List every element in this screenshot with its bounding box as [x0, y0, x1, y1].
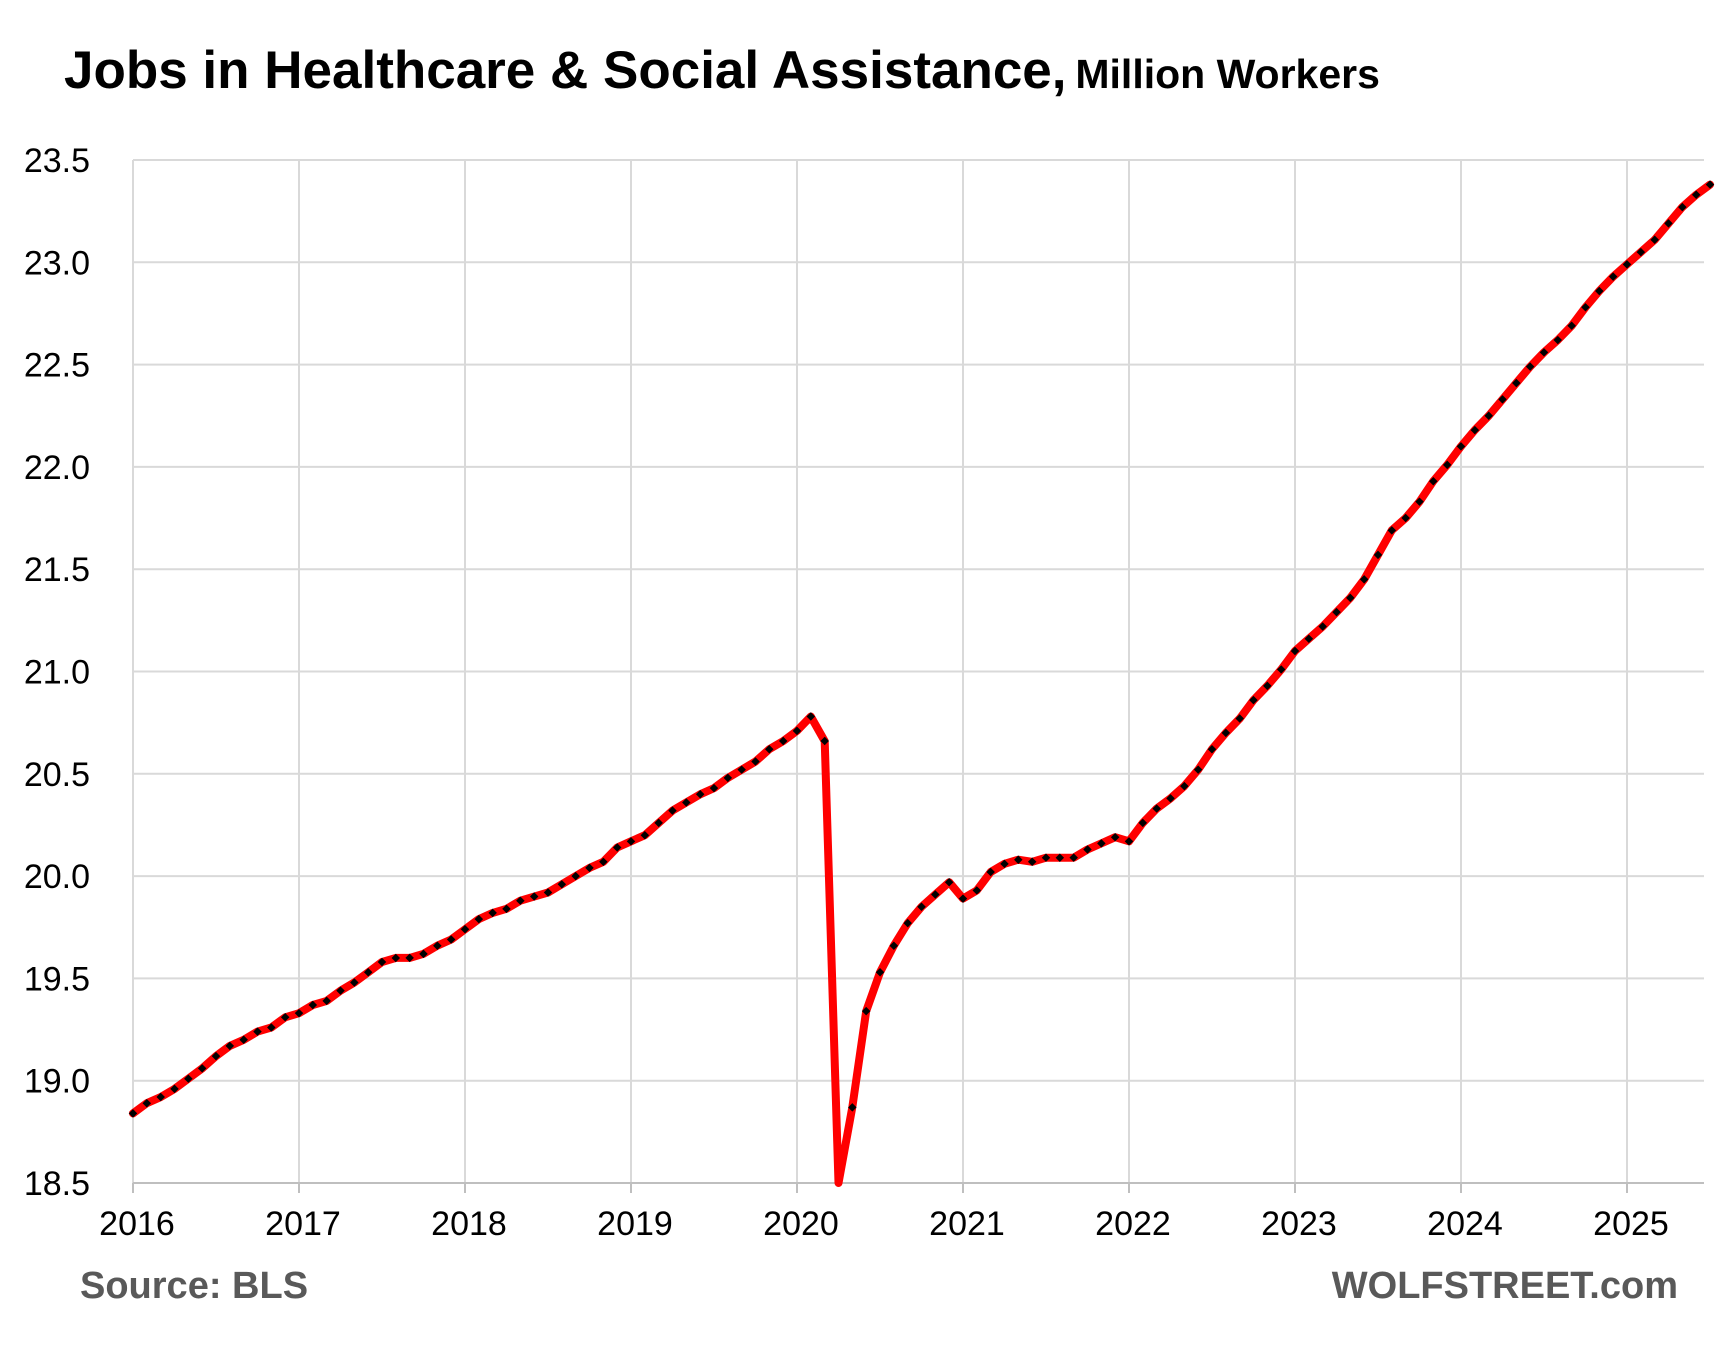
data-point — [280, 1013, 290, 1022]
data-point — [543, 888, 553, 897]
chart-title-main: Jobs in Healthcare & Social Assistance, — [64, 41, 1067, 100]
data-point — [986, 867, 995, 877]
chart-title: Jobs in Healthcare & Social Assistance, … — [64, 40, 1380, 101]
y-tick-label: 20.0 — [24, 858, 90, 896]
data-point — [1359, 575, 1369, 584]
data-point — [170, 1084, 179, 1094]
data-point — [1097, 839, 1106, 848]
x-tick-label: 2024 — [1427, 1205, 1503, 1243]
data-point — [1276, 665, 1286, 674]
data-point — [599, 857, 608, 867]
data-point — [128, 1109, 138, 1118]
data-point — [474, 914, 484, 924]
data-point — [1304, 634, 1314, 644]
data-point — [391, 953, 401, 963]
data-point — [1525, 362, 1535, 371]
y-axis-tick-labels: 18.5 19.0 19.5 20.0 20.5 21.0 21.5 22.0 22.5 23.0… — [24, 142, 90, 1203]
data-point — [1318, 622, 1327, 631]
data-point — [557, 880, 567, 889]
data-point — [1055, 853, 1065, 862]
data-point — [294, 1008, 304, 1018]
data-point — [267, 1023, 276, 1032]
y-tick-label: 19.0 — [24, 1063, 90, 1101]
y-tick-label: 21.5 — [24, 551, 90, 589]
gridlines — [132, 159, 1704, 1184]
data-point — [1387, 526, 1397, 535]
data-point — [197, 1064, 207, 1073]
data-point — [1166, 794, 1175, 803]
data-point — [889, 941, 899, 950]
data-point — [917, 902, 926, 912]
data-point — [585, 863, 594, 873]
data-point — [488, 908, 497, 918]
x-tick-label: 2021 — [929, 1205, 1005, 1243]
y-tick-label: 21.0 — [24, 654, 90, 692]
data-point — [806, 712, 816, 721]
data-point — [737, 765, 746, 774]
data-point — [1664, 219, 1673, 228]
data-point — [363, 968, 373, 977]
data-point — [516, 896, 525, 905]
data-point — [1678, 202, 1687, 212]
x-tick-label: 2017 — [265, 1205, 341, 1243]
data-point — [709, 783, 719, 793]
data-point — [1442, 460, 1452, 470]
data-point — [903, 918, 912, 928]
data-point — [1235, 714, 1244, 723]
data-point — [1138, 818, 1148, 828]
brand-watermark: WOLFSTREET.com — [1331, 1265, 1678, 1307]
data-point — [1401, 513, 1410, 523]
data-point — [1608, 272, 1618, 281]
y-tick-label: 20.5 — [24, 756, 90, 794]
y-tick-label: 23.0 — [24, 244, 90, 282]
x-axis — [132, 1182, 1704, 1193]
data-point — [1207, 744, 1217, 754]
x-tick-label: 2023 — [1261, 1205, 1337, 1243]
chart-subtitle: Million Workers — [1075, 51, 1380, 97]
data-point — [1027, 857, 1037, 867]
x-tick-label: 2016 — [99, 1205, 175, 1243]
data-point — [1484, 411, 1493, 420]
data-point — [820, 736, 829, 746]
data-point — [377, 957, 387, 967]
x-tick-label: 2022 — [1095, 1205, 1171, 1243]
x-tick-label: 2020 — [763, 1205, 839, 1243]
data-point — [778, 736, 788, 746]
series-line — [129, 180, 1714, 1187]
data-point — [405, 953, 414, 963]
data-point — [695, 790, 705, 799]
x-tick-label: 2018 — [431, 1205, 507, 1243]
x-tick-label: 2019 — [597, 1205, 673, 1243]
source-note: Source: BLS — [80, 1265, 309, 1307]
y-tick-label: 23.5 — [24, 142, 90, 180]
y-tick-label: 18.5 — [24, 1165, 90, 1203]
data-point — [1290, 646, 1300, 656]
data-point — [612, 843, 622, 852]
series-healthcare-jobs — [128, 180, 1715, 1187]
x-tick-label: 2025 — [1593, 1205, 1669, 1243]
x-axis-tick-labels: 2016 2017 2018 2019 2020 2021 2022 2023 2024 2025 — [99, 1205, 1669, 1243]
data-point — [958, 894, 968, 903]
data-point — [626, 837, 636, 846]
data-point — [1373, 550, 1383, 560]
y-tick-label: 22.5 — [24, 347, 90, 385]
data-point — [723, 773, 733, 783]
data-point — [142, 1098, 152, 1108]
data-point — [529, 892, 539, 901]
y-tick-label: 22.0 — [24, 449, 90, 487]
data-point — [668, 806, 677, 815]
y-tick-label: 19.5 — [24, 960, 90, 998]
data-point — [765, 745, 774, 754]
data-point — [433, 941, 442, 950]
data-point — [419, 949, 428, 959]
data-point — [861, 1006, 871, 1016]
data-point — [944, 877, 954, 887]
data-point — [1014, 855, 1023, 864]
data-point — [1263, 681, 1272, 691]
data-point — [1622, 260, 1632, 269]
data-point — [972, 886, 982, 895]
